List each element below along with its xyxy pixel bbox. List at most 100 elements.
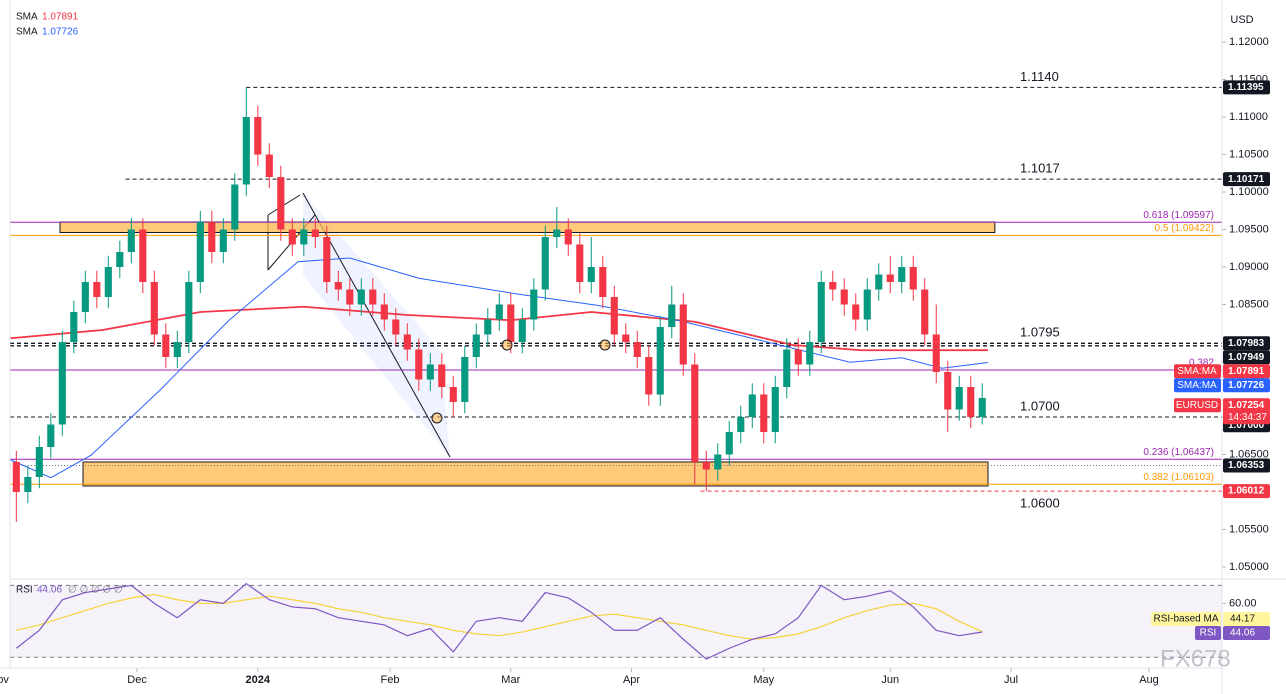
- candle-body: [392, 319, 400, 335]
- rsi-tag-name-bg: [1151, 612, 1221, 626]
- price-tag: [1223, 458, 1270, 473]
- fib-label: 0.382 (1.06103): [1143, 472, 1214, 483]
- candle-body: [47, 424, 55, 447]
- x-tick-label: Aug: [1139, 674, 1159, 686]
- candle-body: [863, 289, 871, 320]
- candle-body: [771, 386, 779, 432]
- candle-body: [24, 476, 32, 492]
- candle-body: [829, 282, 837, 290]
- candle-body: [104, 267, 112, 297]
- candle-body: [415, 349, 423, 380]
- y-tick-label: 1.05000: [1229, 561, 1269, 573]
- currency: USD: [1230, 14, 1253, 26]
- level-label: 1.0600: [1020, 496, 1060, 511]
- candle-body: [495, 304, 503, 320]
- x-axis: Nov Dec 2024 Feb Mar Apr May Jun Jul Aug: [0, 668, 1159, 686]
- candle-body: [622, 334, 630, 342]
- legend-value: 1.07891: [42, 12, 79, 23]
- price-tag-label: 1.07949: [1228, 352, 1265, 363]
- candle-body: [518, 319, 526, 342]
- candle-body: [461, 356, 469, 402]
- level-label: 1.0795: [1020, 325, 1060, 340]
- x-tick-label: Apr: [623, 674, 640, 686]
- candle-body: [921, 289, 929, 335]
- candle-body: [656, 326, 664, 395]
- rsi-tag-label: 44.06: [1230, 628, 1255, 639]
- candle-body: [898, 267, 906, 283]
- candle-body: [599, 267, 607, 297]
- tag-name-bg: [1174, 398, 1221, 413]
- y-tick-label: 1.08500: [1229, 298, 1269, 310]
- candle-body: [944, 371, 952, 410]
- candle-body: [81, 282, 89, 312]
- tag-name: EURUSD: [1176, 400, 1218, 411]
- candle-body: [288, 229, 296, 245]
- candle-body: [265, 154, 273, 178]
- pivot-marker: [599, 339, 611, 351]
- rsi-band: [10, 585, 1222, 658]
- candle-body: [633, 341, 641, 357]
- rsi-tick-label: 60.00: [1229, 597, 1257, 609]
- candle-body: [173, 341, 181, 357]
- candle-body: [116, 252, 124, 268]
- y-tick-label: 1.09000: [1229, 261, 1269, 273]
- candle-body: [196, 222, 204, 283]
- rsi-legend-value: 44.06: [37, 585, 62, 596]
- rsi-tag-name: RSI-based MA: [1153, 614, 1218, 625]
- candle-body: [760, 394, 768, 432]
- price-axis: 1.050001.055001.060001.065001.070001.075…: [1222, 36, 1269, 609]
- rsi-tag-label: 44.17: [1230, 614, 1255, 625]
- level-label: 1.1140: [1020, 69, 1059, 84]
- candle-body: [357, 289, 365, 305]
- candle-body: [668, 304, 676, 327]
- sma-line: [10, 257, 989, 479]
- candle-body: [58, 341, 66, 425]
- y-tick-label: 1.05500: [1229, 523, 1269, 535]
- x-tick-label: Nov: [0, 674, 9, 686]
- rsi-ma-line: [16, 593, 983, 640]
- candle-body: [576, 244, 584, 283]
- candle-body: [311, 229, 319, 238]
- price-tag: [1223, 398, 1270, 425]
- tag-name: SMA:MA: [1177, 366, 1217, 377]
- price-tag-label: 1.06353: [1228, 460, 1265, 471]
- price-tag: [1223, 378, 1270, 393]
- price-tag-label: 1.07983: [1228, 338, 1265, 349]
- tag-name: SMA:MA: [1177, 380, 1217, 391]
- candle-body: [323, 237, 331, 283]
- x-tick-label: Jul: [1004, 674, 1018, 686]
- candle-body: [886, 274, 894, 283]
- pivot-marker: [501, 339, 513, 351]
- candle-body: [737, 416, 745, 432]
- candle-body: [507, 304, 515, 342]
- y-tick-label: 1.10500: [1229, 148, 1269, 160]
- candle-body: [679, 304, 687, 365]
- price-tag: [1223, 350, 1270, 365]
- x-tick-label: Dec: [127, 674, 147, 686]
- candle-body: [254, 117, 262, 155]
- legend-name: SMA: [16, 12, 38, 23]
- candle-body: [369, 289, 377, 305]
- price-tag: [1223, 484, 1270, 499]
- pivot-marker: [431, 412, 443, 424]
- rsi-tag: [1223, 626, 1270, 640]
- price-tag: [1223, 80, 1270, 95]
- candle-body: [403, 334, 411, 350]
- y-tick-label: 1.10000: [1229, 186, 1269, 198]
- candle-body: [725, 431, 733, 455]
- fib-label: 0.382: [1189, 358, 1214, 369]
- candle-body: [472, 334, 480, 357]
- price-tag-label: 1.07726: [1228, 380, 1265, 391]
- candle-body: [702, 461, 710, 470]
- price-tag-label: 1.06012: [1228, 486, 1265, 497]
- candle-body: [231, 184, 239, 230]
- candle-body: [208, 222, 216, 253]
- candle-body: [219, 229, 227, 253]
- candle-body: [978, 397, 986, 417]
- candle-body: [553, 229, 561, 238]
- candle-body: [806, 341, 814, 365]
- y-tick-label: 1.09500: [1229, 223, 1269, 235]
- candle-body: [748, 394, 756, 417]
- legend: SMA 1.07891 SMA 1.07726: [16, 12, 79, 38]
